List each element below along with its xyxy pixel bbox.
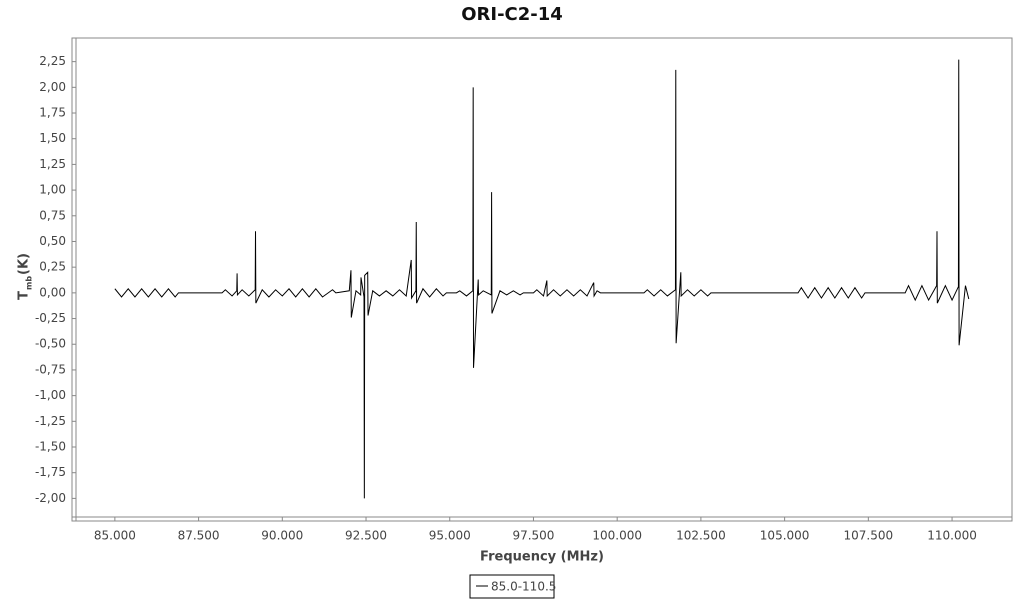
x-tick-label: 92.500 <box>345 529 387 543</box>
y-tick-label: -1,25 <box>35 414 66 428</box>
legend-label: 85.0-110.5 <box>491 580 556 594</box>
x-tick-label: 107.500 <box>844 529 894 543</box>
y-tick-label: 0,50 <box>39 234 66 248</box>
y-tick-label: 0,00 <box>39 285 66 299</box>
chart-title: ORI-C2-14 <box>461 4 563 25</box>
x-tick-label: 100.000 <box>592 529 642 543</box>
y-tick-label: -0,25 <box>35 311 66 325</box>
x-tick-label: 105.000 <box>760 529 810 543</box>
plot-frame <box>71 37 1013 522</box>
x-tick-label: 97.500 <box>512 529 554 543</box>
y-tick-label: 0,75 <box>39 208 66 222</box>
x-tick-label: 87.500 <box>178 529 220 543</box>
series-line <box>114 59 970 499</box>
y-tick-label: 1,25 <box>39 157 66 171</box>
y-label-main: T <box>17 291 32 300</box>
y-tick-label: -1,00 <box>35 388 66 402</box>
x-axis-label: Frequency (MHz) <box>480 550 604 565</box>
x-tick-label: 90.000 <box>261 529 303 543</box>
y-tick-label: -0,50 <box>35 337 66 351</box>
y-tick-label: -0,75 <box>35 362 66 376</box>
y-label-unit: (K) <box>17 253 32 275</box>
y-tick-label: 1,75 <box>39 106 66 120</box>
x-tick-label: 85.000 <box>94 529 136 543</box>
y-tick-label: 0,25 <box>39 260 66 274</box>
y-tick-label: -1,50 <box>35 440 66 454</box>
x-tick-label: 110.000 <box>927 529 977 543</box>
y-tick-label: -2,00 <box>35 491 66 505</box>
x-tick-label: 102.500 <box>676 529 726 543</box>
y-label-sub: mb <box>25 276 34 290</box>
legend: 85.0-110.5 <box>469 574 556 599</box>
x-tick-label: 95.000 <box>429 529 471 543</box>
y-tick-label: 1,00 <box>39 183 66 197</box>
y-axis-label: T mb (K) <box>17 253 34 300</box>
y-tick-label: 2,25 <box>39 54 66 68</box>
legend-box <box>469 574 555 599</box>
y-tick-label: -1,75 <box>35 465 66 479</box>
y-tick-label: 1,50 <box>39 131 66 145</box>
y-tick-label: 2,00 <box>39 80 66 94</box>
